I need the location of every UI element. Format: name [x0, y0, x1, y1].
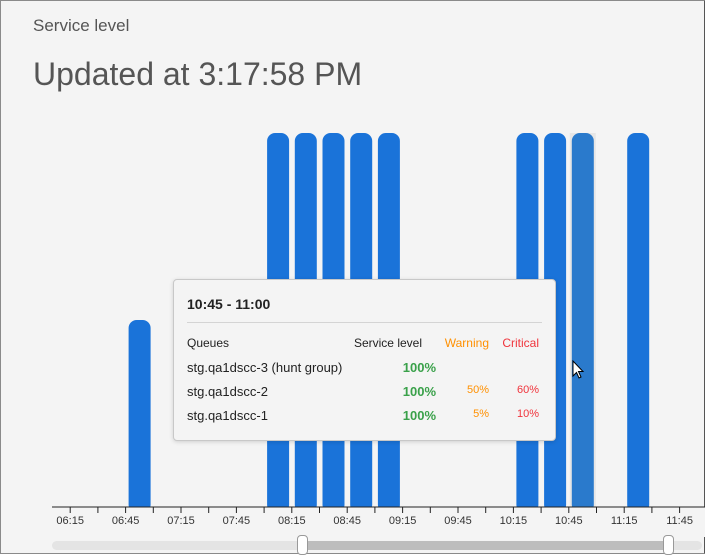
- tooltip-row: stg.qa1dscc-2 100% 50% 60%: [187, 384, 539, 402]
- x-tick-label: 08:15: [278, 515, 306, 527]
- tooltip-row: stg.qa1dscc-1 100% 5% 10%: [187, 408, 539, 426]
- queue-name: stg.qa1dscc-3 (hunt group): [187, 360, 343, 375]
- header-service-level: Service level: [353, 336, 422, 350]
- x-tick-label: 10:15: [500, 515, 528, 527]
- x-tick-label: 07:15: [167, 515, 195, 527]
- x-tick-label: 11:15: [611, 515, 638, 527]
- bar-06:45[interactable]: [128, 320, 151, 513]
- x-tick-label: 07:45: [223, 515, 251, 527]
- x-tick-label: 08:45: [333, 515, 361, 527]
- x-tick-label: 10:45: [555, 515, 583, 527]
- range-end-handle[interactable]: [663, 535, 674, 555]
- x-tick-label: 06:45: [112, 515, 140, 527]
- critical-value: 10%: [516, 408, 539, 420]
- axis-background: [40, 507, 705, 537]
- queue-name: stg.qa1dscc-1: [187, 408, 268, 423]
- tooltip-row: stg.qa1dscc-3 (hunt group) 100%: [187, 360, 539, 378]
- warning-value: 5%: [473, 408, 489, 420]
- header-critical: Critical: [502, 336, 539, 350]
- service-level-value: 100%: [402, 360, 436, 375]
- tooltip-time-range: 10:45 - 11:00: [187, 296, 271, 312]
- updated-timestamp: Updated at 3:17:58 PM: [33, 56, 363, 92]
- bar-11:15[interactable]: [627, 133, 650, 513]
- header-warning: Warning: [444, 336, 489, 350]
- x-tick-label: 09:45: [444, 515, 472, 527]
- chart-tooltip: 10:45 - 11:00 Queues Service level Warni…: [173, 279, 556, 441]
- critical-value: 60%: [516, 384, 539, 396]
- bar-10:45[interactable]: [571, 133, 594, 513]
- warning-value: 50%: [466, 384, 489, 396]
- panel-title: Service level: [33, 16, 130, 35]
- tooltip-divider: [187, 322, 542, 323]
- x-tick-label: 11:45: [666, 515, 693, 527]
- x-tick-label: 06:15: [56, 515, 84, 527]
- header-queues: Queues: [187, 336, 230, 350]
- service-level-value: 100%: [402, 408, 436, 423]
- range-start-handle[interactable]: [297, 535, 308, 555]
- x-tick-label: 09:15: [389, 515, 417, 527]
- tooltip-header-row: Queues Service level Warning Critical: [187, 336, 539, 354]
- service-level-value: 100%: [402, 384, 436, 399]
- time-range-selection[interactable]: [302, 541, 668, 550]
- queue-name: stg.qa1dscc-2: [187, 384, 268, 399]
- mouse-cursor-icon: [572, 360, 585, 379]
